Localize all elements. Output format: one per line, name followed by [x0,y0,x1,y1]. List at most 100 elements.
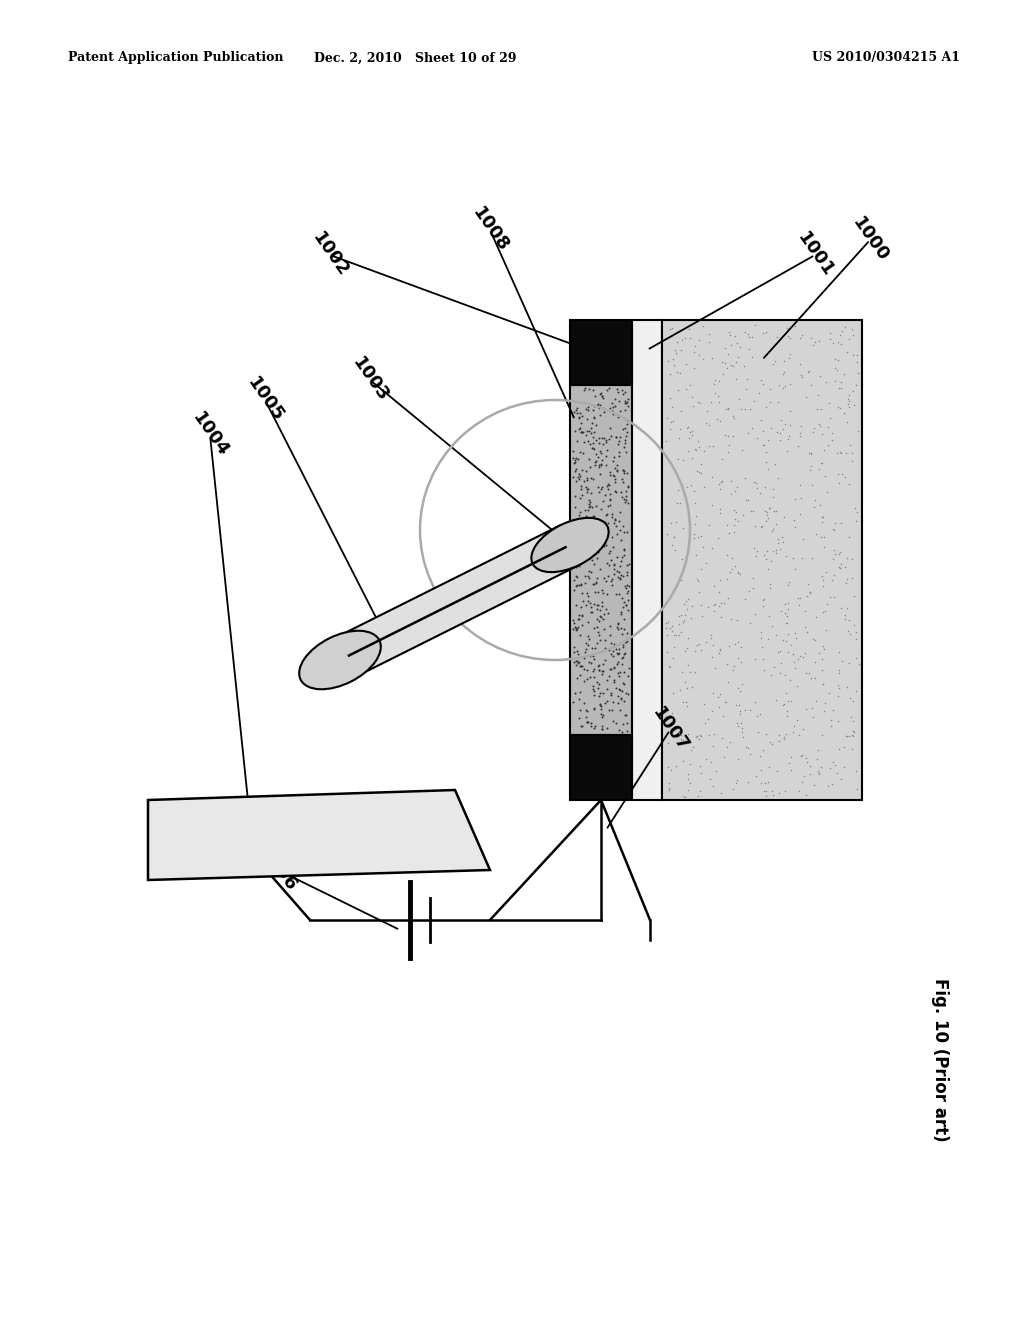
Point [567,513,584,535]
Point [604,506,621,527]
Point [584,562,600,583]
Point [575,380,592,401]
Point [814,453,830,474]
Point [712,503,728,524]
Point [690,430,707,451]
Point [741,743,758,764]
Point [616,400,633,421]
Point [581,492,597,513]
Point [716,363,732,384]
Point [614,713,631,734]
Point [848,511,864,532]
Point [657,430,674,451]
Point [766,350,782,371]
Point [753,704,769,725]
Point [796,766,812,787]
Point [714,471,730,492]
Point [592,463,608,484]
Point [594,385,610,407]
Point [775,362,792,383]
Point [775,378,792,399]
Point [706,735,722,756]
Point [727,556,743,577]
Point [749,478,765,499]
Point [615,521,632,543]
Point [578,527,594,548]
Point [589,393,605,414]
Point [762,578,778,599]
Point [567,618,584,639]
Point [833,597,849,618]
Point [615,459,632,480]
Point [770,392,786,413]
Point [682,327,698,348]
Point [596,536,612,557]
Point [570,504,587,525]
Point [612,680,629,701]
Point [690,581,707,602]
Point [586,593,602,614]
Point [745,578,762,599]
Point [810,763,826,784]
Point [614,597,631,618]
Point [609,693,626,714]
Point [698,412,715,433]
Point [791,594,807,615]
Point [755,434,771,455]
Point [587,715,603,737]
Point [662,318,678,339]
Point [599,718,615,739]
Point [609,643,626,664]
Point [593,442,609,463]
Point [570,408,587,429]
Point [778,723,795,744]
Point [781,572,798,593]
Point [733,713,750,734]
Point [585,399,601,420]
Point [779,642,796,663]
Point [606,471,623,492]
Point [615,661,632,682]
Point [780,325,797,346]
Point [601,540,617,561]
Point [751,722,767,743]
Point [578,477,594,498]
Point [849,345,865,366]
Point [777,593,794,614]
Point [695,536,712,557]
Point [591,482,607,503]
Point [815,440,831,461]
Point [707,370,723,391]
Point [719,515,735,536]
Point [758,780,774,801]
Point [592,383,608,404]
Point [772,429,788,450]
Point [581,543,597,564]
Point [806,775,822,796]
Point [577,528,593,549]
Point [617,393,634,414]
Point [839,412,855,433]
Point [591,433,607,454]
Point [586,681,602,702]
Point [594,719,610,741]
Point [732,636,749,657]
Point [671,606,687,627]
Point [572,664,589,685]
Point [824,429,841,450]
Point [799,622,815,643]
Point [693,453,710,474]
Point [613,602,630,623]
Point [688,440,705,461]
Point [799,586,815,607]
Point [707,601,723,622]
Point [729,713,745,734]
Point [802,583,818,605]
Point [693,725,710,746]
Point [719,737,735,758]
Point [757,477,773,498]
Point [602,624,618,645]
Point [615,437,632,458]
Point [600,665,616,686]
Point [684,385,700,407]
